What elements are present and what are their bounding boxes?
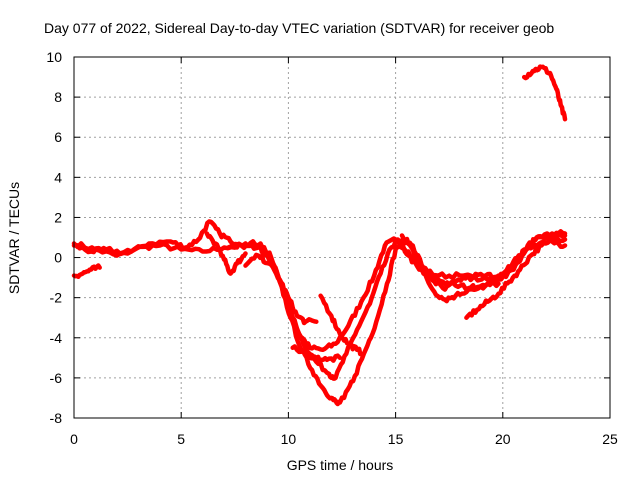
series-group bbox=[71, 64, 568, 407]
series-trace-11 bbox=[521, 64, 568, 122]
x-tick-label: 20 bbox=[495, 431, 511, 447]
y-tick-label: 2 bbox=[54, 209, 62, 225]
series-trace-1 bbox=[71, 231, 568, 353]
y-tick-label: -8 bbox=[50, 410, 63, 426]
series-trace-8 bbox=[318, 293, 366, 358]
x-tick-label: 5 bbox=[177, 431, 185, 447]
axis-ticks bbox=[73, 56, 611, 419]
chart-title: Day 077 of 2022, Sidereal Day-to-day VTE… bbox=[44, 20, 554, 36]
y-tick-label: 0 bbox=[54, 250, 62, 266]
plot-frame bbox=[73, 56, 611, 419]
series-trace-4 bbox=[399, 233, 501, 304]
x-tick-label: 0 bbox=[70, 431, 78, 447]
series-trace-5 bbox=[243, 252, 319, 326]
y-tick-label: 6 bbox=[54, 129, 62, 145]
x-tick-label: 10 bbox=[281, 431, 297, 447]
y-tick-label: -6 bbox=[50, 370, 63, 386]
y-tick-label: 10 bbox=[46, 49, 62, 65]
x-axis-label: GPS time / hours bbox=[287, 457, 394, 473]
series-trace-7 bbox=[71, 263, 102, 279]
x-tick-label: 15 bbox=[388, 431, 404, 447]
y-tick-label: 4 bbox=[54, 169, 62, 185]
x-tick-label: 25 bbox=[602, 431, 618, 447]
y-tick-label: 8 bbox=[54, 89, 62, 105]
y-tick-label: -2 bbox=[50, 290, 63, 306]
series-trace-3 bbox=[226, 229, 568, 407]
series-trace-9 bbox=[290, 344, 343, 363]
series-trace-6 bbox=[204, 231, 248, 276]
y-axis-label: SDTVAR / TECUs bbox=[6, 182, 22, 294]
y-tick-label: -4 bbox=[50, 330, 63, 346]
series-trace-10 bbox=[464, 238, 568, 320]
